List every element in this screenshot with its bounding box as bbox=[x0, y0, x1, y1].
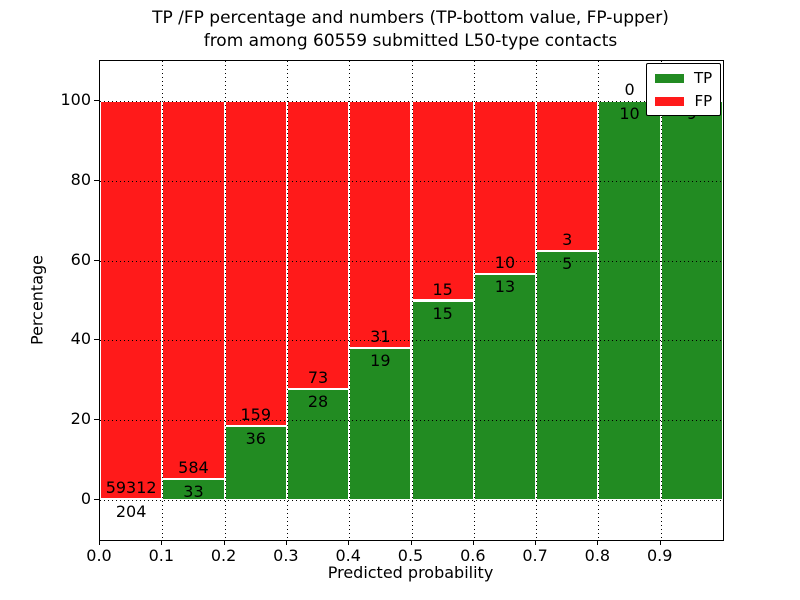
tp-bar-segment bbox=[536, 250, 599, 501]
x-tick-label: 0.4 bbox=[335, 546, 361, 565]
fp-bar-segment bbox=[100, 100, 163, 499]
fp-count-label: 159 bbox=[240, 405, 272, 425]
tp-bar-segment bbox=[598, 100, 661, 501]
gridline-vertical bbox=[349, 61, 351, 540]
tp-bar-segment bbox=[100, 498, 163, 501]
legend-label-tp: TP bbox=[694, 69, 713, 87]
gridline-vertical bbox=[473, 61, 475, 540]
tp-bar-segment bbox=[473, 274, 537, 501]
y-tick-label: 0 bbox=[80, 489, 91, 509]
tp-count-label: 33 bbox=[183, 481, 204, 501]
fp-color-swatch bbox=[655, 96, 684, 106]
gridline-vertical bbox=[162, 61, 164, 540]
x-tick bbox=[223, 540, 225, 545]
fp-count-label: 59312 bbox=[105, 477, 157, 497]
y-tick-label: 60 bbox=[70, 249, 91, 269]
fp-count-label: 3 bbox=[562, 229, 573, 249]
fp-bar-segment bbox=[411, 100, 474, 301]
x-tick-label: 0.3 bbox=[273, 546, 299, 565]
x-tick-label: 0.6 bbox=[460, 546, 486, 565]
x-tick bbox=[161, 540, 163, 545]
gridline-vertical bbox=[598, 61, 600, 540]
x-tick-label: 0.1 bbox=[148, 546, 175, 565]
fp-count-label: 584 bbox=[178, 457, 209, 477]
y-tick bbox=[94, 99, 99, 101]
tp-bar-segment bbox=[224, 426, 287, 501]
x-tick-label: 0.2 bbox=[210, 546, 237, 565]
fp-count-label: 73 bbox=[307, 368, 329, 388]
fp-count-label: 0 bbox=[624, 79, 635, 99]
y-tick bbox=[94, 339, 99, 341]
tp-count-label: 204 bbox=[115, 501, 147, 521]
y-tick bbox=[94, 179, 99, 181]
tp-bar-segment bbox=[286, 389, 350, 501]
fp-bar-segment bbox=[473, 100, 537, 275]
tp-count-label: 15 bbox=[432, 303, 453, 323]
tp-bar-segment bbox=[660, 100, 723, 501]
x-tick bbox=[348, 540, 350, 545]
y-tick bbox=[94, 259, 99, 261]
tp-count-label: 19 bbox=[370, 351, 391, 371]
fp-bar-segment bbox=[286, 100, 350, 390]
fp-count-label: 31 bbox=[370, 327, 391, 347]
x-tick-label: 0.7 bbox=[522, 546, 548, 565]
fp-count-label: 15 bbox=[432, 279, 453, 299]
gridline-vertical bbox=[224, 61, 226, 540]
tp-bar-segment bbox=[349, 348, 412, 501]
y-axis-label: Percentage bbox=[27, 254, 47, 345]
x-tick-label: 0.5 bbox=[397, 546, 424, 565]
x-tick bbox=[659, 540, 661, 545]
x-tick-label: 0.0 bbox=[86, 546, 112, 565]
legend-entry-fp: FP bbox=[655, 93, 712, 109]
chart-title-line1: TP /FP percentage and numbers (TP-bottom… bbox=[152, 8, 669, 28]
x-tick bbox=[535, 540, 537, 545]
x-tick bbox=[597, 540, 599, 545]
y-tick-label: 80 bbox=[70, 169, 91, 189]
fp-count-label: 10 bbox=[494, 253, 516, 273]
tp-bar-segment bbox=[162, 478, 225, 501]
gridline-vertical bbox=[660, 61, 662, 540]
tp-count-label: 28 bbox=[307, 392, 329, 412]
tp-count-label: 5 bbox=[562, 253, 573, 273]
x-tick bbox=[99, 540, 100, 545]
y-tick-label: 100 bbox=[60, 89, 91, 109]
fp-bar-segment bbox=[162, 100, 225, 479]
x-tick bbox=[472, 540, 474, 545]
legend-entry-tp: TP bbox=[655, 70, 712, 86]
chart-title-line2: from among 60559 submitted L50-type cont… bbox=[203, 31, 618, 51]
x-axis-label: Predicted probability bbox=[327, 563, 494, 582]
tp-count-label: 36 bbox=[245, 429, 266, 449]
y-tick bbox=[94, 499, 99, 501]
tp-count-label: 10 bbox=[619, 103, 640, 123]
y-tick-label: 20 bbox=[70, 409, 91, 429]
tp-bar-segment bbox=[411, 300, 474, 501]
x-tick-label: 0.9 bbox=[646, 546, 673, 565]
plot-area: 5931220458433159367328311915151013350100… bbox=[99, 60, 724, 541]
y-tick bbox=[94, 419, 99, 421]
gridline-vertical bbox=[536, 61, 538, 540]
x-tick-label: 0.8 bbox=[584, 546, 611, 565]
fp-bar-segment bbox=[349, 100, 412, 349]
tp-color-swatch bbox=[655, 73, 684, 83]
fp-bar-segment bbox=[536, 100, 599, 251]
legend-label-fp: FP bbox=[694, 92, 713, 110]
fp-bar-segment bbox=[224, 100, 287, 427]
x-tick bbox=[285, 540, 287, 545]
gridline-vertical bbox=[411, 61, 413, 540]
y-tick-label: 40 bbox=[70, 329, 91, 349]
gridline-vertical bbox=[286, 61, 288, 540]
legend: TP FP bbox=[646, 63, 722, 116]
tp-count-label: 13 bbox=[494, 277, 516, 297]
x-tick bbox=[410, 540, 412, 545]
